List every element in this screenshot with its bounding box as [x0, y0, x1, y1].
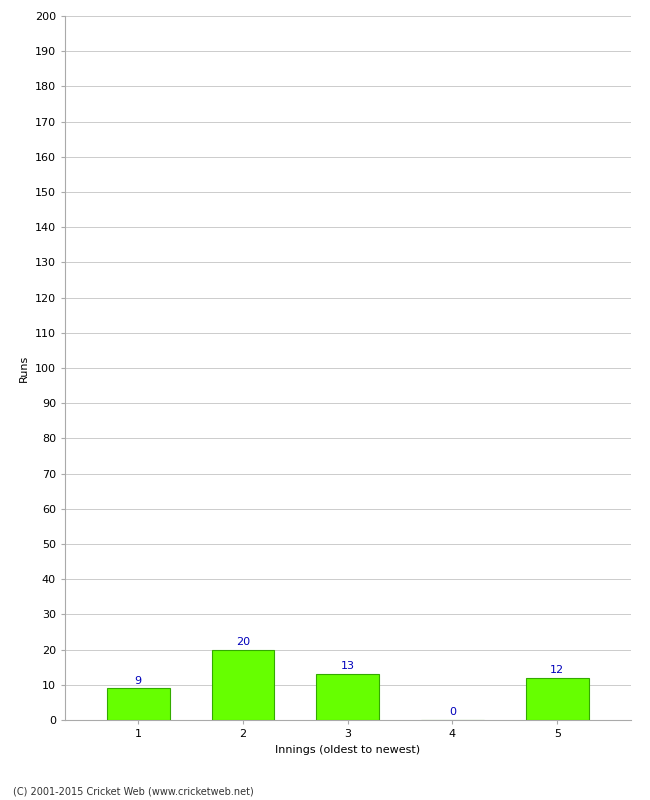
Y-axis label: Runs: Runs — [20, 354, 29, 382]
Bar — [317, 674, 379, 720]
Text: 0: 0 — [449, 707, 456, 717]
Bar — [212, 650, 274, 720]
Text: (C) 2001-2015 Cricket Web (www.cricketweb.net): (C) 2001-2015 Cricket Web (www.cricketwe… — [13, 786, 254, 796]
Bar — [526, 678, 589, 720]
Text: 9: 9 — [135, 675, 142, 686]
Bar — [107, 688, 170, 720]
Text: 12: 12 — [550, 665, 564, 675]
Text: 20: 20 — [236, 637, 250, 646]
Text: 13: 13 — [341, 662, 355, 671]
X-axis label: Innings (oldest to newest): Innings (oldest to newest) — [275, 745, 421, 754]
